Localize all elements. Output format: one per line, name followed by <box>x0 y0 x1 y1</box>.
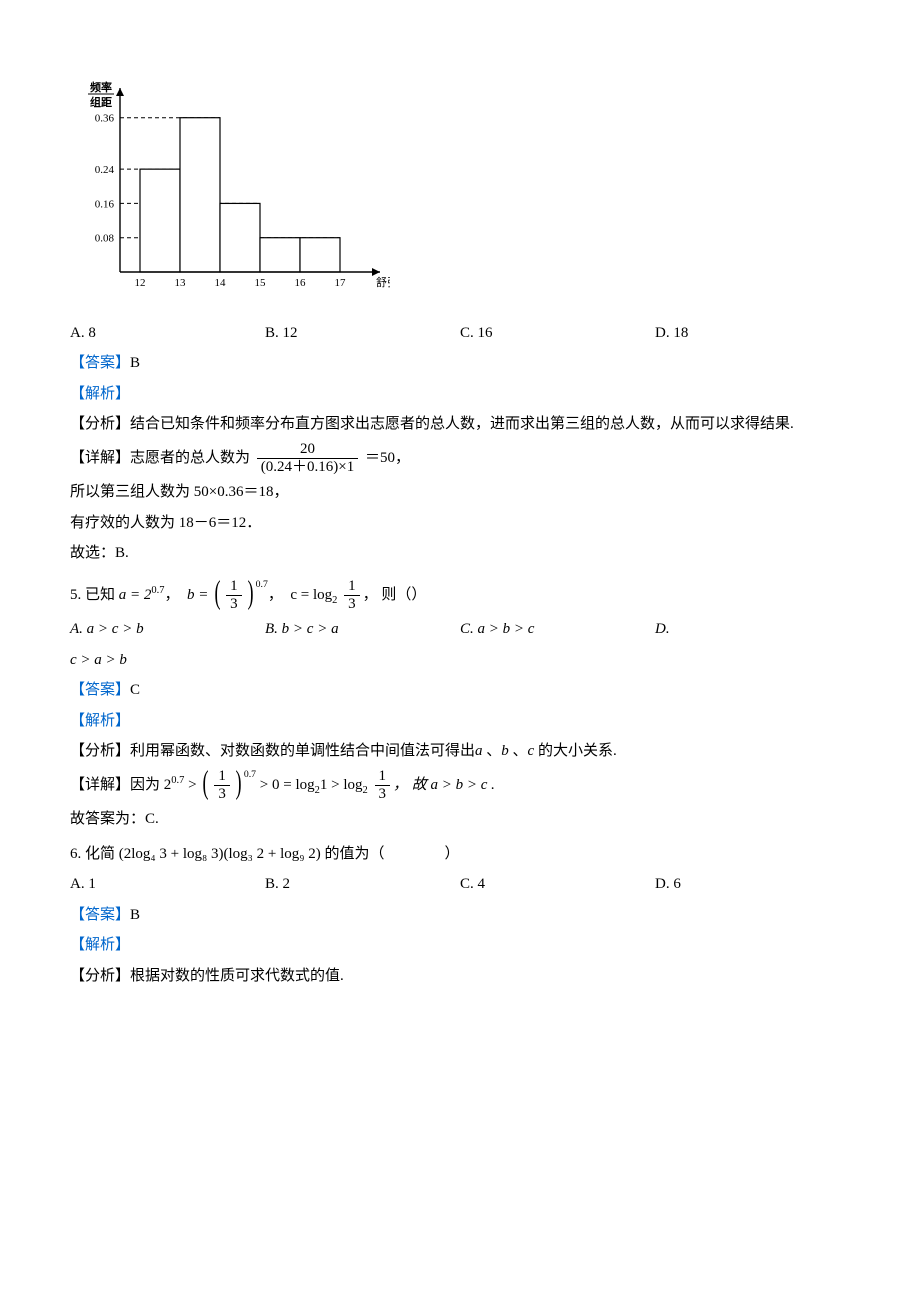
svg-text:0.08: 0.08 <box>95 233 115 245</box>
q5-exp07a: 0.7 <box>171 775 184 786</box>
q5-c-expr: c = log2 13 <box>290 587 362 603</box>
q5-exp07b: 0.7 <box>244 769 256 780</box>
answer-label: 【答案】 <box>70 355 130 371</box>
q5-b-exp: 0.7 <box>256 579 268 590</box>
svg-text:17: 17 <box>335 277 347 289</box>
q4-line3: 有疗效的人数为 18－6＝12． <box>70 509 850 538</box>
q5-c-sub: 2 <box>332 595 337 606</box>
q4-fraction: 20 (0.24＋0.16)×1 <box>257 441 358 477</box>
q4-fenxi: 【分析】结合已知条件和频率分布直方图求出志愿者的总人数，进而求出第三组的总人数，… <box>70 410 850 439</box>
q5-e-num: 1 <box>375 768 391 786</box>
svg-text:舒张压/kPa: 舒张压/kPa <box>376 275 390 289</box>
q5-prefix: 5. 已知 <box>70 587 115 603</box>
q4-detail-tail: ＝50， <box>365 450 410 466</box>
frac-num: 20 <box>257 441 358 459</box>
q5-a-exp: 0.7 <box>151 585 164 596</box>
q6-stem: 6. 化简 (2log₄ 3 + log₈ 3)(log₃ 2 + log₉ 2… <box>70 840 850 869</box>
q5-log21: 1 > log <box>320 777 363 793</box>
q5-fenxi-sep2: 、 <box>509 743 528 759</box>
q6-fenxi: 【分析】根据对数的性质可求代数式的值. <box>70 962 850 991</box>
frac-den: (0.24＋0.16)×1 <box>257 459 358 476</box>
q5-fenxi-post: 的大小关系. <box>534 743 617 759</box>
svg-text:12: 12 <box>135 277 146 289</box>
q5-b-eq: b = <box>187 587 212 603</box>
svg-text:14: 14 <box>215 277 227 289</box>
q5-sub2b: 2 <box>363 785 368 796</box>
q5-d-den: 3 <box>214 786 230 803</box>
q5-detail-expr: 20.7 > (13)0.7 > 0 = log21 > log2 13 <box>164 777 393 793</box>
answer-label: 【答案】 <box>70 907 130 923</box>
svg-text:0.24: 0.24 <box>95 164 115 176</box>
q5-b-num: 1 <box>226 578 242 596</box>
q5-fenxi-sep1: 、 <box>483 743 502 759</box>
answer-label: 【答案】 <box>70 682 130 698</box>
q6-options: A. 1 B. 2 C. 4 D. 6 <box>70 870 850 899</box>
q5-c-log: c = log <box>290 587 332 603</box>
q6-expr: (2log₄ 3 + log₈ 3)(log₃ 2 + log₉ 2) <box>119 846 321 862</box>
svg-text:16: 16 <box>295 277 307 289</box>
q5-answer-value: C <box>130 682 140 698</box>
svg-text:组距: 组距 <box>90 95 112 109</box>
q5-options: A. a > c > b B. b > c > a C. a > b > c D… <box>70 615 850 644</box>
q4-jiexi: 【解析】 <box>70 380 850 409</box>
q6-option-d: D. 6 <box>655 870 850 899</box>
q6-answer: 【答案】B <box>70 901 850 930</box>
q4-options: A. 8 B. 12 C. 16 D. 18 <box>70 319 850 348</box>
q5-c-den: 3 <box>344 596 360 613</box>
q4-detail-label: 【详解】志愿者的总人数为 <box>70 450 250 466</box>
q4-answer: 【答案】B <box>70 349 850 378</box>
q6-option-c: C. 4 <box>460 870 655 899</box>
q5-option-d-cont: c > a > b <box>70 646 850 675</box>
q5-detail-label: 【详解】因为 <box>70 777 160 793</box>
q4-option-a: A. 8 <box>70 319 265 348</box>
q5-a-expr: a = 20.7 <box>119 587 165 603</box>
q5-comma1: ， <box>165 587 180 603</box>
q5-answer: 【答案】C <box>70 676 850 705</box>
q5-detail-tail: ， 故 a > b > c . <box>393 777 495 793</box>
q5-fenxi-a: a <box>475 743 483 759</box>
svg-text:频率: 频率 <box>90 80 112 94</box>
q5-e-den: 3 <box>375 786 391 803</box>
q5-jiexi: 【解析】 <box>70 707 850 736</box>
q5-b-den: 3 <box>226 596 242 613</box>
svg-text:0.36: 0.36 <box>95 113 115 125</box>
q5-option-c: C. a > b > c <box>460 615 655 644</box>
q5-fenxi-pre: 【分析】利用幂函数、对数函数的单调性结合中间值法可得出 <box>70 743 475 759</box>
q4-answer-value: B <box>130 355 140 371</box>
q4-option-b: B. 12 <box>265 319 460 348</box>
histogram-chart: 12 13 14 15 16 17 0.08 0.16 0.24 0.36 频率组距舒张压/kPa <box>70 80 850 311</box>
q5-gt1: > <box>184 777 200 793</box>
q5-b-expr: b = (13)0.7 <box>187 587 268 603</box>
q5-detail: 【详解】因为 20.7 > (13)0.7 > 0 = log21 > log2… <box>70 768 850 804</box>
q5-comma2: ， <box>268 587 283 603</box>
q4-option-d: D. 18 <box>655 319 850 348</box>
q6-jiexi: 【解析】 <box>70 931 850 960</box>
q5-stem: 5. 已知 a = 20.7， b = (13)0.7， c = log2 13… <box>70 578 850 614</box>
q6-suffix: 的值为（ <box>325 846 385 862</box>
q5-option-a: A. a > c > b <box>70 615 265 644</box>
q6-answer-value: B <box>130 907 140 923</box>
q5-fenxi-b: b <box>501 743 509 759</box>
q4-line4: 故选：B. <box>70 539 850 568</box>
q5-d-num: 1 <box>214 768 230 786</box>
svg-text:15: 15 <box>255 277 267 289</box>
svg-text:13: 13 <box>175 277 187 289</box>
q5-a-base: a = 2 <box>119 587 152 603</box>
q5-c-num: 1 <box>344 578 360 596</box>
q5-fenxi: 【分析】利用幂函数、对数函数的单调性结合中间值法可得出a 、b 、c 的大小关系… <box>70 737 850 766</box>
q5-gtzero: > 0 = log <box>256 777 315 793</box>
q5-option-b: B. b > c > a <box>265 615 460 644</box>
q6-option-a: A. 1 <box>70 870 265 899</box>
q5-final: 故答案为：C. <box>70 805 850 834</box>
svg-text:0.16: 0.16 <box>95 198 115 210</box>
histogram-svg: 12 13 14 15 16 17 0.08 0.16 0.24 0.36 频率组距舒张压/kPa <box>70 80 390 300</box>
q4-line2: 所以第三组人数为 50×0.36＝18， <box>70 478 850 507</box>
q4-option-c: C. 16 <box>460 319 655 348</box>
q5-comma3: ， 则（） <box>363 587 427 603</box>
q6-close: ） <box>445 846 460 862</box>
q5-option-d: D. <box>655 615 850 644</box>
q6-option-b: B. 2 <box>265 870 460 899</box>
q4-detail: 【详解】志愿者的总人数为 20 (0.24＋0.16)×1 ＝50， <box>70 441 850 477</box>
q6-prefix: 6. 化简 <box>70 846 115 862</box>
